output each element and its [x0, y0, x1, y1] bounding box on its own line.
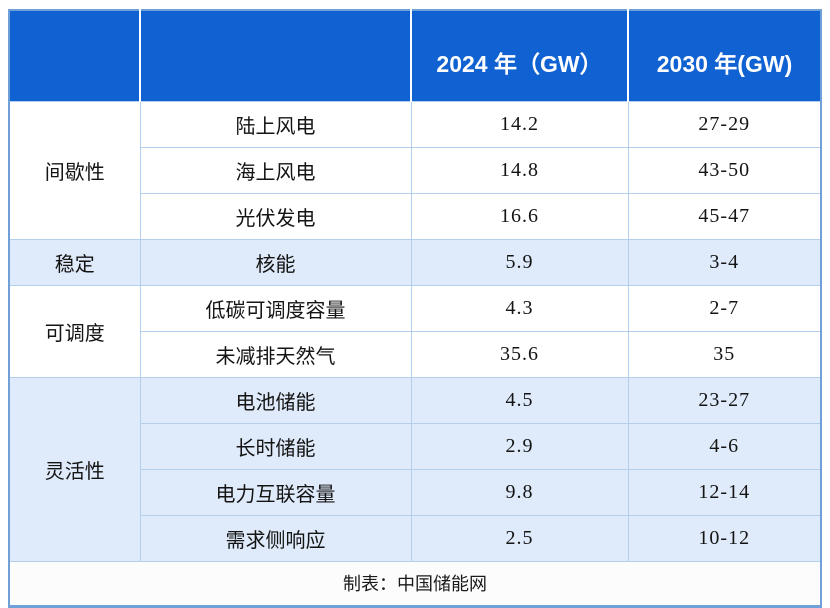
footer-row: 制表：中国储能网	[8, 560, 822, 607]
capacity-table: 2024 年（GW） 2030 年(GW) 间歇性 陆上风电 14.2 27-2…	[8, 9, 822, 608]
item-cell: 海上风电	[139, 146, 412, 194]
value-2030-cell: 43-50	[627, 146, 822, 194]
column-header-2030: 2030 年(GW)	[628, 10, 821, 101]
item-cell: 电力互联容量	[139, 468, 412, 516]
value-2024-cell: 2.9	[410, 422, 629, 470]
value-2030-cell: 4-6	[627, 422, 822, 470]
value-2030-cell: 45-47	[627, 192, 822, 240]
table-row: 需求侧响应 2.5 10-12	[9, 514, 822, 562]
value-2024-cell: 14.8	[410, 146, 629, 194]
item-cell: 陆上风电	[139, 100, 412, 148]
value-2024-cell: 4.5	[410, 376, 629, 424]
value-2030-cell: 12-14	[627, 468, 822, 516]
table-footer-source: 制表：中国储能网	[8, 560, 822, 607]
table-row: 光伏发电 16.6 45-47	[9, 192, 822, 240]
column-header-category	[9, 10, 141, 101]
table-row: 灵活性 电池储能 4.5 23-27	[8, 376, 822, 562]
table-row: 稳定 核能 5.9 3-4	[8, 238, 822, 286]
table-row: 未减排天然气 35.6 35	[9, 330, 822, 378]
table-row: 可调度 低碳可调度容量 4.3 2-7	[8, 284, 822, 378]
item-cell: 光伏发电	[139, 192, 412, 240]
table-row: 间歇性 陆上风电 14.2 27-29	[8, 100, 822, 240]
value-2024-cell: 5.9	[410, 238, 629, 286]
value-2024-cell: 16.6	[410, 192, 629, 240]
table-row: 长时储能 2.9 4-6	[9, 422, 822, 470]
item-cell: 需求侧响应	[139, 514, 412, 562]
table-row: 海上风电 14.8 43-50	[9, 146, 822, 194]
category-cell-stable: 稳定	[8, 238, 141, 286]
item-cell: 电池储能	[139, 376, 412, 424]
value-2030-cell: 3-4	[627, 238, 822, 286]
value-2024-cell: 14.2	[410, 100, 629, 148]
value-2030-cell: 23-27	[627, 376, 822, 424]
category-cell-dispatchable: 可调度	[8, 284, 141, 378]
item-cell: 核能	[139, 238, 412, 286]
header-row: 2024 年（GW） 2030 年(GW)	[9, 10, 821, 101]
column-header-item	[140, 10, 412, 101]
item-cell: 低碳可调度容量	[139, 284, 412, 332]
item-cell: 长时储能	[139, 422, 412, 470]
value-2030-cell: 35	[627, 330, 822, 378]
category-cell-flexibility: 灵活性	[8, 376, 141, 562]
category-cell-intermittent: 间歇性	[8, 100, 141, 240]
item-cell: 未减排天然气	[139, 330, 412, 378]
value-2024-cell: 35.6	[410, 330, 629, 378]
value-2030-cell: 27-29	[627, 100, 822, 148]
table-row: 电力互联容量 9.8 12-14	[9, 468, 822, 516]
value-2030-cell: 2-7	[627, 284, 822, 332]
column-header-2024: 2024 年（GW）	[411, 10, 629, 101]
value-2024-cell: 4.3	[410, 284, 629, 332]
value-2030-cell: 10-12	[627, 514, 822, 562]
value-2024-cell: 9.8	[410, 468, 629, 516]
value-2024-cell: 2.5	[410, 514, 629, 562]
